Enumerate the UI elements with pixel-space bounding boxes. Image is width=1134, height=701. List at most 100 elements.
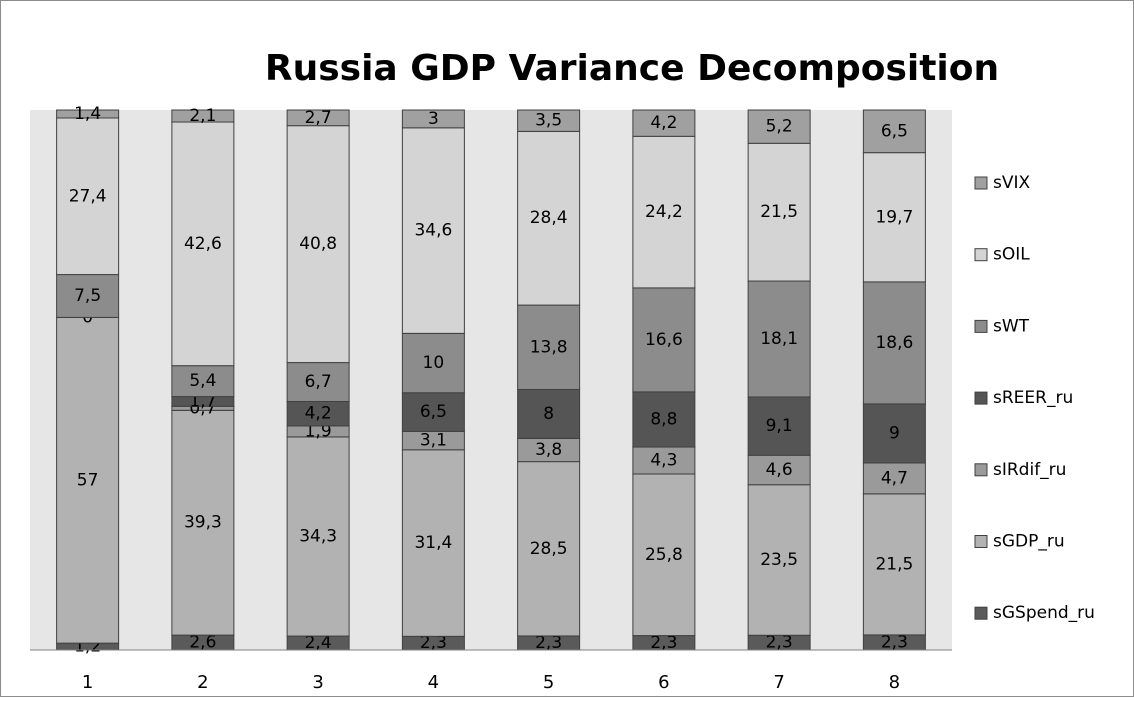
bar-segment: [517, 388, 581, 439]
legend-label: sIRdif_ru: [993, 460, 1066, 480]
data-label: 24,2: [645, 202, 683, 222]
bar-segment: [171, 109, 235, 123]
bar-segment: [401, 449, 465, 637]
data-label: 2,6: [189, 633, 216, 653]
data-label: 28,5: [530, 539, 568, 559]
bar-segment: [401, 392, 465, 432]
bar-segment: [517, 304, 581, 390]
bar-segment: [632, 391, 696, 448]
bar-segment: [286, 362, 350, 402]
legend-swatch: [974, 248, 988, 262]
bar-segment: [56, 109, 120, 119]
data-label: 9,1: [766, 416, 793, 436]
data-label: 1,9: [305, 421, 332, 441]
legend-swatch: [974, 606, 988, 620]
data-label: 23,5: [760, 550, 798, 570]
x-tick-label: 4: [428, 672, 439, 693]
legend-label: sREER_ru: [993, 388, 1073, 408]
bar-segment: [401, 332, 465, 394]
data-label: 42,6: [184, 234, 222, 254]
data-label: 6,5: [420, 402, 447, 422]
bar-segment: [286, 125, 350, 364]
data-label: 21,5: [875, 554, 913, 574]
data-label: 3,8: [535, 440, 562, 460]
bar-segment: [632, 135, 696, 289]
bar-segment: [747, 484, 811, 636]
bar-segment: [632, 473, 696, 637]
bar-segment: [171, 365, 235, 398]
data-label: 13,8: [530, 337, 568, 357]
bar-segment: [56, 316, 120, 644]
data-label: 2,3: [650, 633, 677, 653]
bar-segment: [862, 152, 926, 283]
bar-segment: [401, 109, 465, 129]
data-label: 34,6: [414, 221, 452, 241]
bar-segment: [286, 436, 350, 637]
data-label: 2,1: [189, 106, 216, 126]
bar-segment: [632, 287, 696, 393]
data-label: 9: [889, 423, 900, 443]
legend-label: sVIX: [993, 173, 1031, 193]
legend-swatch: [974, 319, 988, 333]
data-label: 16,6: [645, 330, 683, 350]
x-tick-label: 2: [197, 672, 208, 693]
legend-swatch: [974, 463, 988, 477]
data-label: 8: [543, 404, 554, 424]
bar-segment: [286, 400, 350, 427]
data-label: 27,4: [69, 186, 107, 206]
data-label: 18,6: [875, 333, 913, 353]
data-label: 19,7: [875, 207, 913, 227]
bar-segment: [171, 121, 235, 367]
x-tick-label: 7: [773, 672, 784, 693]
legend-label: sGDP_ru: [993, 532, 1065, 552]
data-label: 18,1: [760, 329, 798, 349]
data-label: 28,4: [530, 208, 568, 228]
x-tick-label: 1: [82, 672, 93, 693]
x-tick-label: 6: [658, 672, 669, 693]
data-label: 4,2: [650, 113, 677, 133]
data-label: 2,3: [420, 633, 447, 653]
legend-swatch: [974, 535, 988, 548]
bar-segment: [862, 109, 926, 154]
bar-segment: [401, 127, 465, 334]
bar-segment: [862, 493, 926, 636]
data-label: 1,4: [74, 104, 101, 124]
data-label: 21,5: [760, 202, 798, 222]
bar-segment: [56, 274, 120, 318]
legend-swatch: [974, 391, 988, 405]
data-label: 31,4: [414, 533, 452, 553]
bar-segment: [862, 462, 926, 495]
legend-label: sWT: [993, 316, 1030, 336]
data-label: 2,3: [881, 632, 908, 652]
data-label: 6,5: [881, 121, 908, 141]
bar-segment: [862, 281, 926, 405]
data-label: 2,3: [535, 633, 562, 653]
data-label: 4,3: [650, 450, 677, 470]
legend-label: sGSpend_ru: [993, 603, 1095, 623]
legend-swatch: [974, 176, 988, 190]
bar-segment: [632, 109, 696, 137]
data-label: 3,1: [420, 431, 447, 451]
data-label: 39,3: [184, 513, 222, 533]
bar-segment: [286, 109, 350, 127]
data-label: 5,4: [189, 371, 216, 391]
data-label: 57: [77, 470, 99, 490]
bar-segment: [517, 109, 581, 132]
bar-segment: [517, 130, 581, 306]
data-label: 6,7: [305, 372, 332, 392]
data-label: 34,3: [299, 526, 337, 546]
bar-segment: [747, 109, 811, 144]
data-label: 4,2: [305, 404, 332, 424]
data-label: 3: [428, 109, 439, 129]
data-label: 25,8: [645, 545, 683, 565]
data-label: 3,5: [535, 111, 562, 131]
data-label: 5,2: [766, 117, 793, 137]
x-tick-label: 3: [312, 672, 323, 693]
chart-title: Russia GDP Variance Decomposition: [265, 48, 999, 89]
data-label: 2,3: [766, 633, 793, 653]
data-label: 4,7: [881, 468, 908, 488]
data-label: 8,8: [650, 409, 677, 429]
x-tick-label: 5: [543, 672, 554, 693]
bar-segment: [862, 403, 926, 464]
